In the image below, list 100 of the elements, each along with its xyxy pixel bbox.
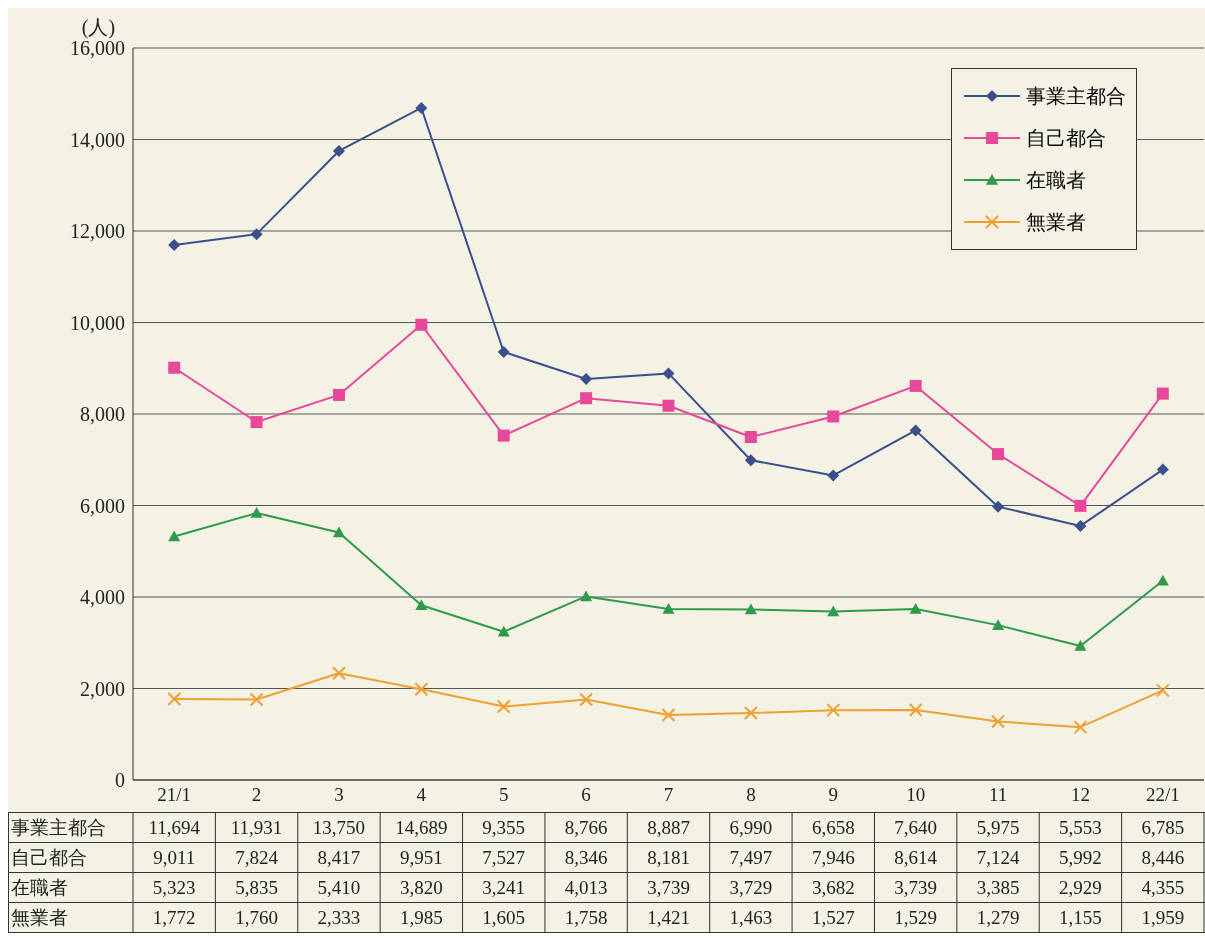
point (744, 454, 757, 467)
point (1074, 499, 1087, 512)
x-tick-label: 10 (906, 784, 926, 806)
data-label: 1,279 (976, 907, 1020, 928)
point (1156, 574, 1169, 586)
data-label: 6,658 (811, 817, 855, 838)
data-label: 6,785 (1141, 817, 1185, 838)
y-tick-label: 6,000 (80, 494, 125, 517)
x-tick-label: 22/1 (1145, 784, 1180, 806)
y-tick-label: 14,000 (70, 128, 125, 151)
x-tick-label: 21/1 (157, 784, 192, 806)
data-label: 3,241 (482, 877, 526, 898)
data-label: 9,011 (153, 847, 196, 868)
point (991, 714, 1006, 729)
point (167, 691, 182, 706)
data-label: 1,959 (1141, 907, 1185, 928)
x-tick-label: 6 (581, 784, 591, 806)
x-tick-label: 5 (498, 784, 509, 806)
point (496, 699, 511, 714)
x-tick-label: 12 (1070, 784, 1090, 806)
point (992, 500, 1005, 513)
point (331, 666, 346, 681)
point (497, 346, 510, 359)
y-tick-label: 8,000 (80, 403, 125, 426)
point (909, 424, 922, 437)
point (743, 706, 758, 721)
point (497, 429, 510, 442)
point (827, 605, 840, 617)
data-label: 3,739 (647, 877, 690, 898)
data-label: 8,346 (564, 847, 608, 868)
data-label: 4,013 (564, 877, 608, 898)
point (992, 619, 1005, 630)
data-label: 5,992 (1059, 847, 1102, 868)
point (250, 228, 263, 241)
point (1155, 683, 1170, 698)
data-label: 1,421 (647, 907, 690, 928)
point (826, 703, 841, 718)
data-label: 8,614 (894, 847, 938, 868)
data-label: 2,333 (317, 907, 361, 928)
data-label: 3,820 (399, 877, 443, 898)
y-tick-label: 4,000 (80, 586, 125, 609)
x-tick-label: 2 (251, 784, 262, 806)
data-label: 8,766 (564, 817, 608, 838)
point (415, 599, 428, 611)
data-label: 1,463 (729, 907, 773, 928)
data-label: 3,729 (729, 877, 773, 898)
point (827, 410, 840, 423)
point (249, 692, 264, 707)
data-label: 5,323 (152, 877, 196, 898)
text: 無業者 (11, 907, 68, 928)
point (580, 372, 593, 385)
data-label: 5,835 (235, 877, 278, 898)
data-label: 6,990 (729, 817, 773, 838)
data-label: 1,760 (235, 907, 278, 928)
data-label: 3,385 (976, 877, 1020, 898)
data-label: 5,553 (1059, 817, 1102, 838)
text: 在職者 (11, 877, 68, 898)
data-label: 3,739 (894, 877, 938, 898)
x-tick-label: 4 (416, 784, 427, 806)
point (909, 379, 922, 392)
data-label: 1,772 (152, 907, 196, 928)
point (662, 399, 675, 412)
point (1156, 463, 1169, 476)
y-tick-label: 2,000 (80, 677, 125, 700)
data-label: 1,985 (399, 907, 443, 928)
y-tick-label: 12,000 (70, 220, 125, 243)
data-label: 2,929 (1059, 877, 1102, 898)
point (1074, 519, 1087, 532)
point (580, 392, 593, 405)
data-label: 7,640 (894, 817, 938, 838)
y-axis-title: (人) (81, 16, 116, 39)
y-tick-label: 0 (115, 769, 125, 792)
point (992, 448, 1005, 461)
point (1156, 387, 1169, 400)
point (415, 101, 428, 114)
point (332, 144, 345, 157)
x-tick-label: 11 (988, 784, 1008, 806)
point (250, 416, 263, 429)
point (168, 530, 181, 542)
x-tick-label: 3 (334, 784, 344, 806)
data-label: 1,605 (482, 907, 526, 928)
data-label: 1,758 (564, 907, 608, 928)
data-label: 11,694 (148, 817, 201, 838)
point (1074, 640, 1087, 651)
data-label: 14,689 (395, 817, 448, 838)
data-label: 5,975 (976, 817, 1020, 838)
data-label: 13,750 (312, 817, 366, 838)
point (415, 318, 428, 331)
legend-label: 在職者 (1026, 167, 1086, 193)
legend-label: 自己都合 (1026, 125, 1106, 151)
legend-label: 無業者 (1026, 209, 1086, 235)
point (662, 602, 675, 614)
x-tick-label: 9 (828, 784, 839, 806)
point (744, 431, 757, 444)
point (579, 692, 594, 707)
data-label: 1,527 (811, 907, 855, 928)
point (827, 469, 840, 482)
data-label: 5,410 (317, 877, 361, 898)
point (414, 682, 429, 697)
data-label: 8,446 (1141, 847, 1185, 868)
